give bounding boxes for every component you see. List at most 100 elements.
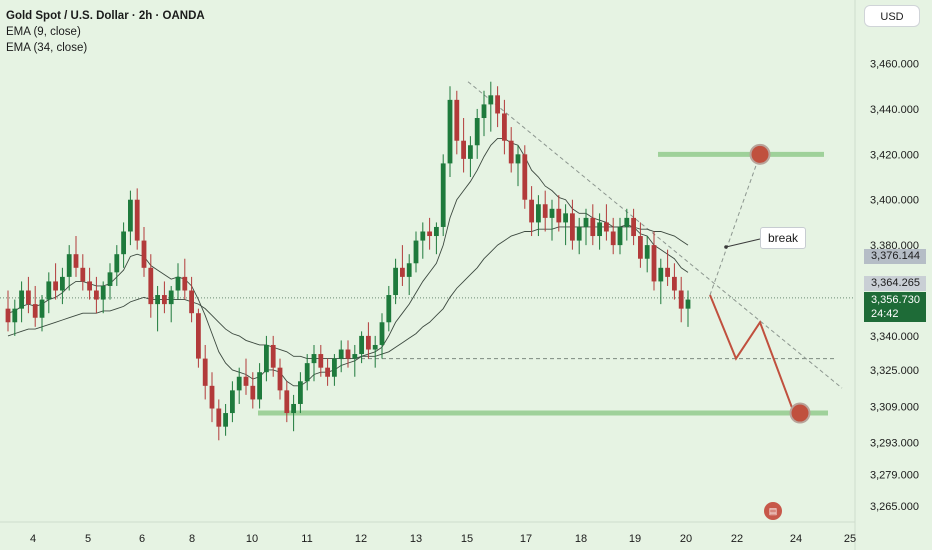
- candle-body: [522, 154, 528, 200]
- candle-body: [678, 290, 684, 309]
- candle-body: [549, 208, 555, 218]
- break-pointer-dot: [724, 245, 728, 249]
- x-tick-label: 17: [520, 533, 532, 545]
- candle-body: [393, 267, 398, 296]
- bullish-projection-path: [709, 154, 761, 296]
- descending-trendline: [467, 81, 843, 389]
- candle-body: [141, 240, 147, 268]
- symbol-title[interactable]: Gold Spot / U.S. Dollar · 2h · OANDA: [6, 10, 205, 22]
- candle-body: [12, 308, 18, 323]
- x-tick-label: 5: [85, 533, 91, 545]
- candle-body: [352, 354, 358, 359]
- candle-body: [481, 104, 487, 119]
- x-tick-label: 6: [139, 533, 145, 545]
- candle-body: [536, 204, 541, 223]
- candle-body: [236, 376, 242, 391]
- candle-body: [277, 367, 283, 391]
- candle-body: [420, 231, 426, 241]
- candle-body: [243, 376, 249, 386]
- candle-body: [318, 354, 324, 368]
- x-tick-label: 15: [461, 533, 473, 545]
- candle-body: [563, 213, 568, 223]
- candle-body: [488, 95, 494, 105]
- candle-body: [515, 154, 521, 164]
- candle-body: [168, 290, 174, 305]
- x-tick-label: 25: [844, 533, 856, 545]
- candle-body: [379, 322, 385, 345]
- candle-body: [345, 349, 351, 359]
- candle-body: [685, 299, 691, 309]
- candle-body: [291, 403, 296, 414]
- x-tick-label: 24: [790, 533, 802, 545]
- candle-body: [406, 263, 412, 277]
- candle-body: [583, 217, 589, 227]
- candle-body: [284, 390, 290, 414]
- break-pointer-line: [725, 238, 761, 248]
- y-tick-label: 3,460.000: [870, 59, 919, 71]
- ema-slow-legend[interactable]: EMA (34, close): [6, 42, 88, 54]
- candle-body: [461, 140, 466, 159]
- x-tick-label: 18: [575, 533, 587, 545]
- candle-body: [202, 358, 208, 386]
- y-tick-label: 3,340.000: [870, 331, 919, 343]
- candle-body: [53, 281, 58, 291]
- candle-body: [155, 295, 160, 305]
- y-tick-label: 3,309.000: [870, 401, 919, 413]
- candle-body: [658, 267, 664, 282]
- candle-body: [66, 254, 72, 277]
- candle-body: [495, 95, 500, 114]
- y-tick-label: 3,440.000: [870, 104, 919, 116]
- candle-body: [19, 290, 24, 309]
- candle-body: [87, 281, 92, 291]
- candle-body: [386, 295, 392, 323]
- break-annotation[interactable]: break: [760, 227, 806, 249]
- x-tick-label: 10: [246, 533, 258, 545]
- candle-body: [148, 267, 154, 305]
- candle-body: [413, 240, 419, 264]
- candle-body: [529, 199, 534, 223]
- bar-countdown: 24:42: [871, 308, 899, 320]
- candle-body: [39, 299, 45, 318]
- candle-body: [556, 208, 562, 223]
- candle-body: [672, 276, 677, 291]
- candle-body: [508, 140, 514, 164]
- candle-body: [325, 367, 330, 377]
- candle-body: [454, 99, 460, 141]
- candle-body: [175, 276, 181, 291]
- candle-body: [604, 222, 609, 232]
- x-tick-label: 12: [355, 533, 367, 545]
- candle-body: [427, 231, 432, 237]
- broker-logo-icon[interactable]: ▤: [764, 502, 782, 520]
- candle-body: [189, 290, 194, 314]
- y-tick-label: 3,293.000: [870, 438, 919, 450]
- y-tick-label: 3,325.000: [870, 365, 919, 377]
- candle-body: [223, 413, 228, 427]
- candle-body: [230, 390, 235, 414]
- currency-button[interactable]: USD: [864, 5, 920, 27]
- candle-body: [366, 335, 371, 350]
- candle-body: [209, 385, 215, 409]
- candle-body: [624, 217, 630, 227]
- candle-body: [250, 385, 256, 400]
- candle-body: [631, 217, 636, 237]
- candle-body: [359, 335, 364, 355]
- candle-body: [332, 358, 337, 377]
- candle-body: [94, 290, 99, 300]
- candle-body: [372, 344, 378, 350]
- candle-body: [114, 254, 120, 273]
- candle-body: [80, 267, 86, 282]
- candle-body: [162, 295, 167, 305]
- candle-body: [5, 308, 11, 323]
- candle-body: [338, 349, 344, 359]
- candle-body: [26, 290, 31, 305]
- candle-body: [298, 381, 303, 404]
- candle-body: [644, 245, 650, 259]
- candle-body: [610, 231, 616, 246]
- candle-body: [196, 313, 201, 359]
- y-tick-label: 3,265.000: [870, 501, 919, 513]
- candle-body: [216, 408, 222, 427]
- ema-fast-legend[interactable]: EMA (9, close): [6, 26, 81, 38]
- candle-body: [264, 344, 269, 373]
